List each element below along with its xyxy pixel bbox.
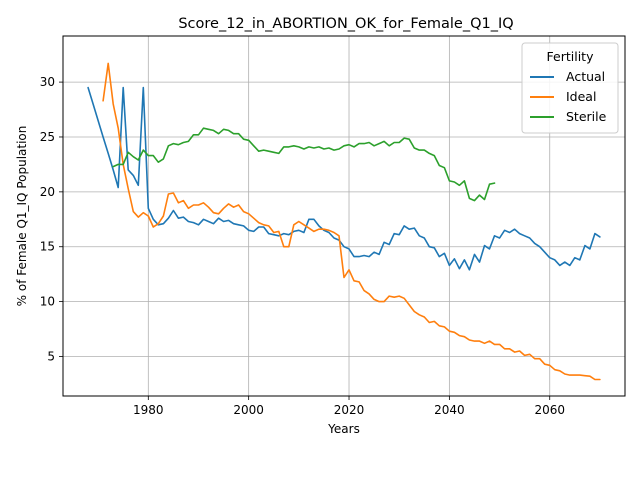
y-axis-title: % of Female Q1_IQ Population xyxy=(15,126,29,307)
legend-title: Fertility xyxy=(547,49,595,64)
legend-box xyxy=(521,42,619,134)
y-tick-label: 20 xyxy=(40,185,55,199)
legend: Fertility Actual Ideal Sterile xyxy=(521,42,619,134)
series-line-ideal xyxy=(102,62,601,381)
x-tick-label: 2060 xyxy=(534,403,565,417)
legend-label-actual: Actual xyxy=(566,69,605,84)
plot-series xyxy=(87,62,601,381)
y-tick-label: 10 xyxy=(40,295,55,309)
x-tick-label: 1980 xyxy=(133,403,164,417)
axis-ticks: 1980 2000 2020 2040 2060 5 10 15 20 25 30 xyxy=(40,75,565,417)
x-axis-title: Years xyxy=(327,422,360,436)
x-tick-label: 2000 xyxy=(233,403,264,417)
chart-title: Score_12_in_ABORTION_OK_for_Female_Q1_IQ xyxy=(178,16,513,32)
legend-label-sterile: Sterile xyxy=(566,109,607,124)
y-tick-label: 5 xyxy=(47,349,55,363)
y-tick-label: 15 xyxy=(40,240,55,254)
x-tick-label: 2040 xyxy=(434,403,465,417)
y-tick-label: 30 xyxy=(40,75,55,89)
plot-frame xyxy=(62,35,626,397)
series-line-sterile xyxy=(112,127,496,202)
y-tick-label: 25 xyxy=(40,130,55,144)
legend-label-ideal: Ideal xyxy=(566,89,596,104)
x-tick-label: 2020 xyxy=(334,403,365,417)
series-line-actual xyxy=(87,86,601,271)
